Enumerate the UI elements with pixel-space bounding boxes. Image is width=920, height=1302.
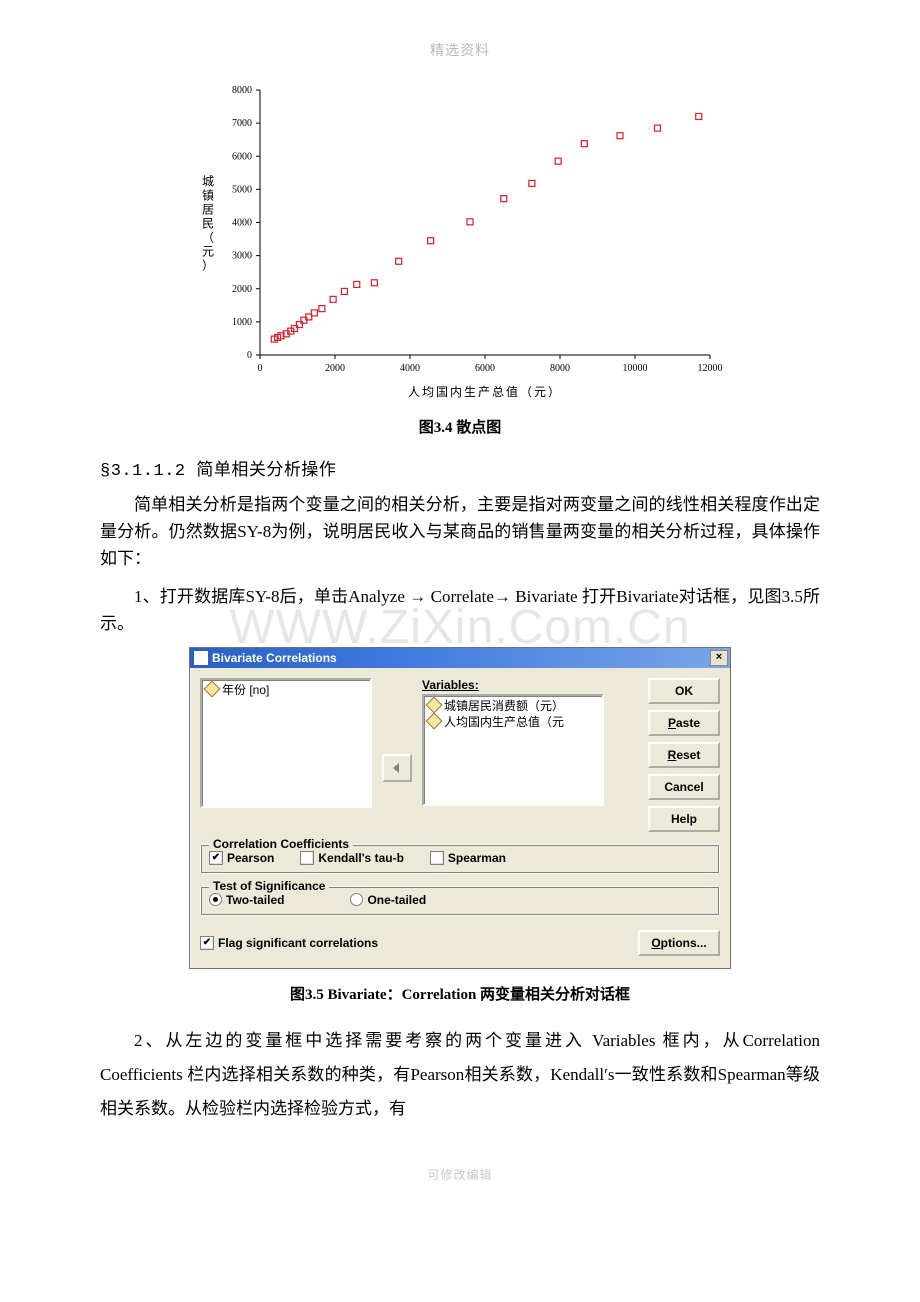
list-item-label: 年份 [no] — [222, 683, 269, 697]
svg-text:6000: 6000 — [232, 151, 252, 162]
page-footer: 可修改编辑 — [100, 1166, 820, 1183]
dialog-title: Bivariate Correlations — [212, 651, 710, 665]
svg-text:城: 城 — [202, 175, 214, 189]
paragraph-2: 1、打开数据库SY-8后，单击Analyze → Correlate→ Biva… — [100, 583, 820, 637]
target-variables-list[interactable]: 城镇居民消费额（元） 人均国内生产总值（元 — [422, 694, 604, 806]
svg-text:2000: 2000 — [325, 363, 345, 374]
close-icon[interactable]: × — [710, 650, 728, 666]
svg-text:0: 0 — [247, 350, 252, 361]
variable-icon — [426, 696, 443, 713]
svg-text:5000: 5000 — [232, 184, 252, 195]
flag-correlations-checkbox[interactable]: ✔ Flag significant correlations — [200, 936, 378, 950]
help-button[interactable]: Help — [648, 806, 720, 832]
svg-text:10000: 10000 — [623, 363, 648, 374]
variable-icon — [426, 712, 443, 729]
one-tailed-radio[interactable]: One-tailed — [350, 893, 426, 907]
svg-text:民: 民 — [202, 217, 214, 231]
list-item[interactable]: 城镇居民消费额（元） — [426, 698, 600, 714]
svg-text:元: 元 — [202, 245, 214, 259]
cancel-button[interactable]: Cancel — [648, 774, 720, 800]
variables-label: Variables: — [422, 678, 604, 692]
list-item-label: 城镇居民消费额（元） — [444, 699, 564, 713]
svg-text:4000: 4000 — [400, 363, 420, 374]
svg-text:3000: 3000 — [232, 251, 252, 262]
source-variables-list[interactable]: 年份 [no] — [200, 678, 372, 808]
svg-text:镇: 镇 — [202, 189, 214, 203]
svg-text:1000: 1000 — [232, 317, 252, 328]
chart-caption: 图3.4 散点图 — [100, 416, 820, 437]
checkbox-label: Pearson — [227, 851, 274, 865]
svg-text:12000: 12000 — [698, 363, 723, 374]
svg-text:4000: 4000 — [232, 218, 252, 229]
scatter-chart: 0 1000 2000 3000 4000 5000 6000 7000 8000 0 2000 40… — [100, 80, 820, 410]
dialog-titlebar: Bivariate Correlations × — [190, 648, 730, 668]
group-title: Test of Significance — [209, 879, 329, 893]
move-variable-button[interactable] — [382, 754, 412, 782]
pearson-checkbox[interactable]: ✔ Pearson — [209, 851, 274, 865]
svg-text:0: 0 — [258, 363, 263, 374]
two-tailed-radio[interactable]: Two-tailed — [209, 893, 284, 907]
section-heading: §3.1.1.2 简单相关分析操作 — [100, 455, 820, 481]
spearman-checkbox[interactable]: Spearman — [430, 851, 506, 865]
svg-text:（: （ — [202, 231, 214, 245]
checkbox-icon — [300, 851, 314, 865]
group-title: Correlation Coefficients — [209, 837, 353, 851]
options-button[interactable]: Options... — [638, 930, 720, 956]
svg-text:6000: 6000 — [475, 363, 495, 374]
kendall-checkbox[interactable]: Kendall's tau-b — [300, 851, 404, 865]
svg-text:7000: 7000 — [232, 118, 252, 129]
svg-text:人均国内生产总值（元）: 人均国内生产总值（元） — [408, 384, 562, 399]
radio-icon — [209, 893, 222, 906]
svg-text:）: ） — [202, 259, 214, 273]
app-icon — [194, 651, 208, 665]
ok-button[interactable]: OK — [648, 678, 720, 704]
radio-label: One-tailed — [367, 893, 426, 907]
variable-icon — [204, 680, 221, 697]
list-item[interactable]: 人均国内生产总值（元 — [426, 714, 600, 730]
list-item[interactable]: 年份 [no] — [204, 682, 368, 698]
correlation-coefficients-group: Correlation Coefficients ✔ Pearson Kenda… — [200, 844, 720, 874]
svg-text:8000: 8000 — [550, 363, 570, 374]
paste-button[interactable]: Paste — [648, 710, 720, 736]
radio-icon — [350, 893, 363, 906]
checkbox-label: Spearman — [448, 851, 506, 865]
checkbox-icon — [430, 851, 444, 865]
bivariate-dialog: Bivariate Correlations × 年份 [no] — [189, 647, 731, 969]
paragraph-1: 简单相关分析是指两个变量之间的相关分析，主要是指对两变量之间的线性相关程度作出定… — [100, 491, 820, 573]
svg-text:居: 居 — [202, 203, 214, 217]
scatter-svg: 0 1000 2000 3000 4000 5000 6000 7000 8000 0 2000 40… — [190, 80, 730, 410]
radio-label: Two-tailed — [226, 893, 284, 907]
reset-button[interactable]: Reset — [648, 742, 720, 768]
test-of-significance-group: Test of Significance Two-tailed One-tail… — [200, 886, 720, 916]
checkbox-icon: ✔ — [200, 936, 214, 950]
svg-text:2000: 2000 — [232, 284, 252, 295]
svg-text:8000: 8000 — [232, 85, 252, 96]
checkbox-label: Kendall's tau-b — [318, 851, 404, 865]
dialog-caption: 图3.5 Bivariate：Correlation 两变量相关分析对话框 — [100, 983, 820, 1004]
paragraph-3: 2、从左边的变量框中选择需要考察的两个变量进入 Variables 框内，从Co… — [100, 1024, 820, 1126]
list-item-label: 人均国内生产总值（元 — [444, 715, 564, 729]
checkbox-label: Flag significant correlations — [218, 936, 378, 950]
checkbox-icon: ✔ — [209, 851, 223, 865]
page-header: 精选资料 — [100, 40, 820, 60]
